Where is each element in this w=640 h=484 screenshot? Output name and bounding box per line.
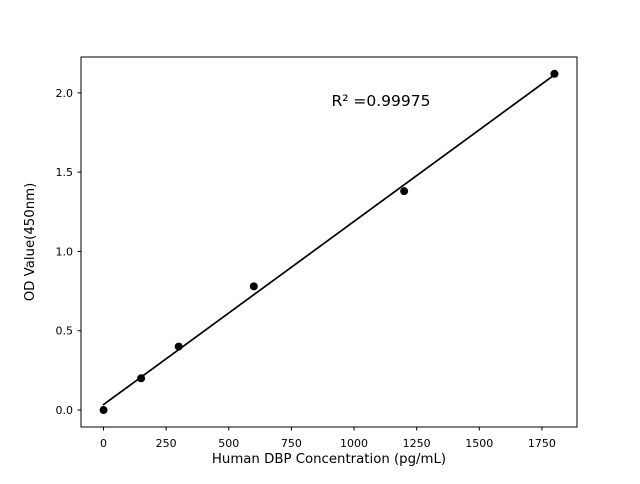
data-point [137, 374, 146, 383]
x-tick-label: 1500 [465, 437, 493, 450]
data-point [550, 69, 559, 78]
x-tick-label: 750 [281, 437, 302, 450]
data-point [174, 342, 183, 351]
r-squared-annotation: R² =0.99975 [332, 92, 431, 110]
data-point [99, 406, 108, 415]
x-axis-label: Human DBP Concentration (pg/mL) [212, 452, 446, 467]
y-tick-label: 2.0 [56, 87, 74, 100]
x-tick-label: 1250 [403, 437, 431, 450]
y-tick-label: 0.5 [56, 325, 74, 338]
x-tick-label: 0 [100, 437, 107, 450]
y-tick-label: 0.0 [56, 404, 74, 417]
y-tick-label: 1.5 [56, 166, 74, 179]
x-tick-label: 1000 [340, 437, 368, 450]
y-tick-label: 1.0 [56, 245, 74, 258]
x-tick-label: 250 [156, 437, 177, 450]
x-tick-label: 500 [218, 437, 239, 450]
data-point [400, 187, 409, 196]
x-tick-label: 1750 [528, 437, 556, 450]
y-axis-label: OD Value(450nm) [23, 183, 38, 302]
data-point [249, 282, 258, 291]
